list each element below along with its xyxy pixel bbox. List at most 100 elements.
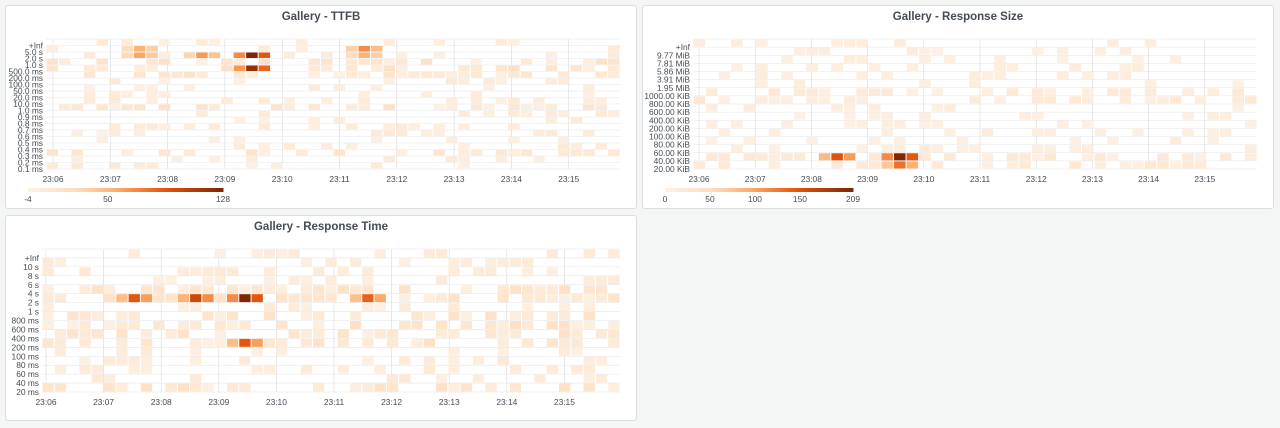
heatmap-cell[interactable] <box>994 55 1006 63</box>
heatmap-cell[interactable] <box>856 39 868 47</box>
heatmap-cell[interactable] <box>54 294 67 303</box>
heatmap-cell[interactable] <box>571 365 583 374</box>
heatmap-cell[interactable] <box>533 98 545 104</box>
heatmap-cell[interactable] <box>399 294 411 303</box>
heatmap-cell[interactable] <box>374 365 386 374</box>
heatmap-cell[interactable] <box>756 63 768 71</box>
heatmap-cell[interactable] <box>202 312 214 320</box>
heatmap-cell[interactable] <box>522 267 534 276</box>
heatmap-cell[interactable] <box>91 312 103 320</box>
heatmap-cell[interactable] <box>54 338 67 347</box>
heatmap-cell[interactable] <box>608 276 620 285</box>
heatmap-cell[interactable] <box>1232 80 1244 88</box>
heatmap-cell[interactable] <box>96 130 108 137</box>
heatmap-cell[interactable] <box>370 163 383 169</box>
heatmap-cell[interactable] <box>583 85 595 91</box>
heatmap-cell[interactable] <box>395 150 408 156</box>
heatmap-cell[interactable] <box>246 163 258 169</box>
heatmap-cell[interactable] <box>1031 88 1044 96</box>
heatmap-cell[interactable] <box>411 321 423 329</box>
heatmap-cell[interactable] <box>559 329 571 338</box>
heatmap-cell[interactable] <box>177 383 190 392</box>
heatmap-cell[interactable] <box>843 112 856 120</box>
heatmap-cell[interactable] <box>258 52 271 59</box>
heatmap-cell[interactable] <box>1194 96 1207 104</box>
heatmap-cell[interactable] <box>881 72 894 80</box>
heatmap-cell[interactable] <box>522 258 534 267</box>
heatmap-cell[interactable] <box>1144 39 1157 47</box>
heatmap-cell[interactable] <box>46 46 58 52</box>
heatmap-cell[interactable] <box>818 47 831 55</box>
heatmap-cell[interactable] <box>1031 112 1044 120</box>
heatmap-cell[interactable] <box>483 111 495 117</box>
heatmap-cell[interactable] <box>208 124 221 130</box>
heatmap-cell[interactable] <box>233 59 246 65</box>
heatmap-cell[interactable] <box>208 39 221 46</box>
heatmap-cell[interactable] <box>445 72 458 78</box>
heatmap-cell[interactable] <box>460 321 472 329</box>
heatmap-cell[interactable] <box>420 72 433 78</box>
heatmap-cell[interactable] <box>706 120 718 128</box>
panel-title[interactable]: Gallery - Response Size <box>892 11 1024 23</box>
heatmap-cell[interactable] <box>83 85 96 91</box>
heatmap-cell[interactable] <box>362 267 374 276</box>
heatmap-cell[interactable] <box>969 96 981 104</box>
heatmap-cell[interactable] <box>313 285 325 294</box>
heatmap-cell[interactable] <box>522 338 534 347</box>
heatmap-cell[interactable] <box>693 96 706 104</box>
heatmap-cell[interactable] <box>545 130 558 137</box>
heatmap-cell[interactable] <box>71 156 83 163</box>
heatmap-cell[interactable] <box>906 47 919 55</box>
heatmap-cell[interactable] <box>793 80 806 88</box>
heatmap-cell[interactable] <box>436 294 448 303</box>
heatmap-cell[interactable] <box>856 55 868 63</box>
heatmap-cell[interactable] <box>448 347 460 356</box>
heatmap-cell[interactable] <box>608 249 620 258</box>
heatmap-cell[interactable] <box>349 312 362 320</box>
heatmap-cell[interactable] <box>583 383 595 392</box>
heatmap-cell[interactable] <box>214 249 226 258</box>
heatmap-cell[interactable] <box>190 356 202 365</box>
heatmap-cell[interactable] <box>1119 96 1132 104</box>
heatmap-cell[interactable] <box>546 249 559 258</box>
heatmap-cell[interactable] <box>313 383 325 392</box>
heatmap-cell[interactable] <box>362 383 374 392</box>
heatmap-cell[interactable] <box>1232 96 1244 104</box>
heatmap-cell[interactable] <box>1107 39 1119 47</box>
heatmap-cell[interactable] <box>321 143 333 150</box>
heatmap-cell[interactable] <box>146 124 158 130</box>
heatmap-cell[interactable] <box>1182 88 1194 96</box>
heatmap-cell[interactable] <box>497 329 509 338</box>
heatmap-cell[interactable] <box>321 65 333 72</box>
heatmap-cell[interactable] <box>583 65 595 72</box>
heatmap-cell[interactable] <box>190 285 202 294</box>
heatmap-cell[interactable] <box>436 329 448 338</box>
heatmap-cell[interactable] <box>994 96 1006 104</box>
heatmap-cell[interactable] <box>251 285 263 294</box>
heatmap-cell[interactable] <box>233 137 246 143</box>
heatmap-cell[interactable] <box>906 153 919 161</box>
heatmap-cell[interactable] <box>239 294 251 303</box>
heatmap-cell[interactable] <box>608 59 620 65</box>
heatmap-cell[interactable] <box>1107 137 1119 145</box>
heatmap-cell[interactable] <box>868 137 881 145</box>
heatmap-cell[interactable] <box>226 285 239 294</box>
heatmap-cell[interactable] <box>345 65 358 72</box>
heatmap-cell[interactable] <box>508 104 520 111</box>
heatmap-cell[interactable] <box>116 321 128 329</box>
heatmap-cell[interactable] <box>140 285 153 294</box>
heatmap-cell[interactable] <box>448 356 460 365</box>
heatmap-cell[interactable] <box>472 374 485 383</box>
heatmap-cell[interactable] <box>83 52 96 59</box>
heatmap-cell[interactable] <box>153 276 165 285</box>
heatmap-cell[interactable] <box>1031 47 1044 55</box>
heatmap-cell[interactable] <box>559 303 571 312</box>
heatmap-cell[interactable] <box>420 59 433 65</box>
heatmap-cell[interactable] <box>756 39 768 47</box>
heatmap-cell[interactable] <box>258 65 271 72</box>
heatmap-cell[interactable] <box>190 321 202 329</box>
heatmap-cell[interactable] <box>358 98 370 104</box>
heatmap-cell[interactable] <box>108 98 121 104</box>
heatmap-cell[interactable] <box>1182 128 1194 136</box>
heatmap-cell[interactable] <box>743 137 756 145</box>
